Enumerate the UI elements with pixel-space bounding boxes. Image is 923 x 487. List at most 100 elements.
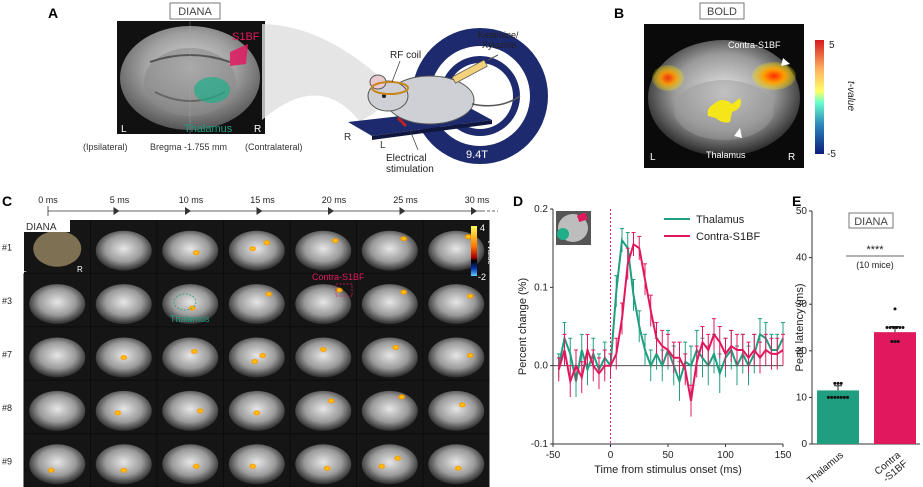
x-tick-label: 0 (608, 450, 614, 461)
series-line (557, 242, 784, 402)
activation-blob (399, 235, 408, 242)
activation-blob (377, 463, 386, 470)
significance-stars: **** (866, 244, 884, 256)
y-tick-label: 10 (796, 392, 808, 403)
activation-blob (262, 239, 271, 246)
y-tick-label: 0.0 (534, 361, 548, 372)
data-point (890, 339, 894, 343)
diana-slice (29, 337, 86, 378)
time-label-4: 20 ms (322, 195, 347, 205)
label-left-a: L (121, 124, 127, 135)
y-tick-label: 50 (796, 206, 808, 217)
time-arrow-3 (256, 207, 263, 215)
diana-slice (228, 230, 285, 271)
y-axis-label: Peak latency (ms) (794, 283, 806, 371)
time-arrow-6 (471, 207, 477, 215)
diana-slice (361, 337, 418, 378)
activation-blob (248, 463, 257, 470)
data-point (901, 326, 905, 329)
bold-cbar-label: t-value (845, 81, 856, 111)
label-contra-b: Contra-S1BF (728, 40, 781, 50)
diana-slice (228, 284, 285, 325)
activation-blob (47, 467, 56, 474)
diana-slice (295, 230, 352, 271)
percent-change-chart: -0.1 0.0 0.1 0.2 -50 0 50 100 150 Time from stimu… (517, 204, 792, 476)
x-axis-label: Time from stimulus onset (ms) (594, 464, 742, 476)
activation-blob (331, 237, 340, 244)
label-ipsilateral: (Ipsilateral) (83, 142, 128, 152)
diana-slice (428, 390, 485, 431)
data-point (833, 395, 837, 399)
bold-ipsi-hotspot (652, 65, 684, 91)
label-ketamine-1: Ketamine/ (478, 30, 519, 40)
diana-slice (295, 390, 352, 431)
bold-cbar-bottom: -5 (827, 149, 836, 160)
bold-colorbar (815, 40, 824, 154)
diana-slice (95, 284, 152, 325)
label-ketamine-2: Xylazine (482, 40, 516, 50)
label-thalamus-c: Thalamus (170, 314, 210, 324)
label-right-a: R (254, 124, 261, 135)
activation-blob (252, 409, 261, 416)
bold-contra-hotspot (752, 62, 796, 90)
diana-slice (29, 390, 86, 431)
diana-slice (428, 444, 485, 485)
label-s1bf: S1BF (232, 31, 260, 43)
syringe-icon (451, 54, 499, 84)
diana-slice (295, 444, 352, 485)
data-point (895, 326, 899, 329)
y-tick-label: -0.1 (531, 439, 549, 450)
panel-d-letter: D (513, 193, 523, 209)
label-mouse-right: R (344, 132, 351, 143)
data-point (842, 395, 846, 399)
x-tick-label-1: Contra-S1BF (873, 450, 910, 486)
activation-blob (466, 293, 475, 300)
time-label-0: 0 ms (38, 195, 58, 205)
activation-blob (464, 233, 473, 240)
data-point (839, 381, 843, 385)
diana-colorbar (471, 226, 477, 276)
diana-slice (361, 390, 418, 431)
activation-blob (454, 465, 463, 472)
diana-slice (361, 444, 418, 485)
y-tick-label: 0.2 (534, 204, 548, 215)
time-label-1: 5 ms (110, 195, 130, 205)
diana-slice (162, 390, 219, 431)
diana-slice (95, 230, 152, 271)
electrode (396, 116, 408, 128)
y-tick-label: 0.1 (534, 282, 548, 293)
label-left-c: L (22, 265, 27, 274)
row-label-1: #3 (2, 296, 12, 306)
activation-blob (119, 467, 128, 474)
label-right-b: R (788, 152, 795, 163)
y-tick-label: 20 (796, 346, 808, 357)
diana-title-box (169, 2, 221, 20)
label-bregma: Bregma -1.755 mm (150, 142, 227, 152)
diana-slice (228, 444, 285, 485)
x-tick-label: 50 (662, 450, 674, 461)
bar-0 (817, 390, 859, 444)
activation-blob (327, 397, 336, 404)
time-label-3: 15 ms (250, 195, 275, 205)
bar-1 (874, 332, 916, 444)
panel-a: A DIANA S1BF Thalamus L R (Ipsilateral) … (48, 2, 548, 175)
panel-c: C 0 ms 5 ms 10 ms 15 ms 20 ms 25 ms 30 ms #1 #3… (2, 193, 498, 487)
diana-cbar-top: 4 (480, 223, 485, 233)
data-point (896, 339, 900, 343)
label-contra-c: Contra-S1BF (312, 272, 365, 282)
activation-blob (399, 289, 408, 296)
panel-a-title: DIANA (178, 6, 212, 18)
time-labels: 0 ms 5 ms 10 ms 15 ms 20 ms 25 ms 30 ms (38, 195, 490, 215)
x-tick-label-0: Thalamus (805, 450, 846, 487)
contra-roi-box (335, 283, 353, 297)
n-label: (10 mice) (856, 260, 894, 270)
panel-e-letter: E (792, 193, 801, 209)
diana-slice (95, 444, 152, 485)
diana-cbar-bottom: -2 (478, 272, 486, 282)
diana-slice (228, 337, 285, 378)
diana-slice (361, 230, 418, 271)
label-thalamus-a: Thalamus (184, 123, 233, 135)
bold-title-box (699, 2, 745, 20)
panel-e: E 0 10 20 30 40 50 Peak latency (ms) DIANA **** (… (792, 193, 920, 487)
row-label-2: #7 (2, 350, 12, 360)
